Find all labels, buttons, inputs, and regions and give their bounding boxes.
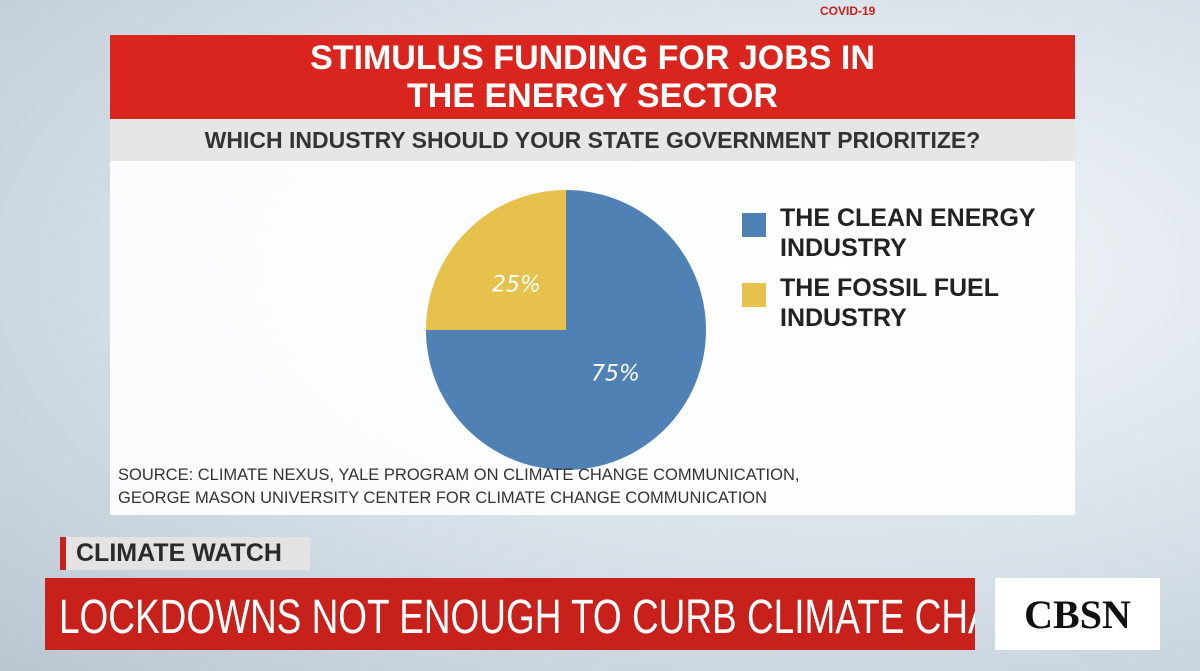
section-label: CLIMATE WATCH [60,537,310,570]
chart-subtitle: WHICH INDUSTRY SHOULD YOUR STATE GOVERNM… [110,119,1075,161]
chart-title: STIMULUS FUNDING FOR JOBS IN THE ENERGY … [110,35,1075,119]
slice-label: 25% [492,272,541,297]
headline-bar: LOCKDOWNS NOT ENOUGH TO CURB CLIMATE CHA… [45,578,975,650]
pie-slice [426,190,566,330]
legend-label: THE CLEAN ENERGY INDUSTRY [780,204,1036,262]
legend-label: THE FOSSIL FUEL INDUSTRY [780,274,999,332]
legend-swatch [742,283,766,307]
slice-label: 75% [591,362,640,387]
source-note: SOURCE: CLIMATE NEXUS, YALE PROGRAM ON C… [118,466,800,507]
headline: LOCKDOWNS NOT ENOUGH TO CURB CLIMATE CHA… [59,591,975,644]
legend-swatch [742,213,766,237]
network-logo: CBSN [995,578,1160,650]
tag: COVID-19 [820,4,876,18]
